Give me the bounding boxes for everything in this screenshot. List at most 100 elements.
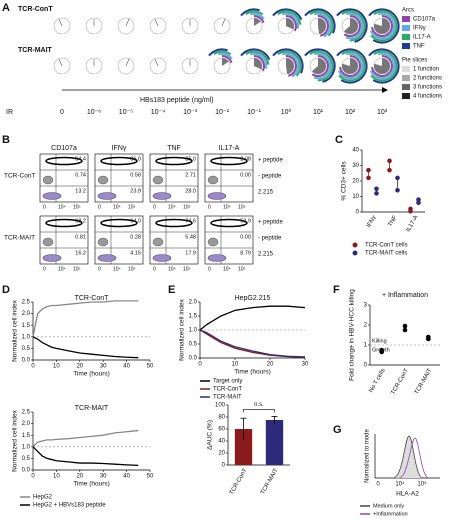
arc [336, 8, 368, 43]
percentage: 8.79 [240, 250, 251, 256]
significance-bracket [243, 409, 275, 413]
arc [369, 12, 396, 40]
pie-outline [181, 17, 199, 35]
percentage: 86.0 [130, 156, 141, 162]
pie-slice [343, 18, 359, 34]
series-line [32, 336, 139, 359]
tick-label: 10⁴ [113, 266, 121, 272]
side-label: + peptide [258, 158, 284, 164]
event-cloud [100, 156, 138, 166]
arc [282, 52, 300, 78]
x-tick-label: TCR-MAIT [260, 468, 280, 496]
arrow-head [382, 87, 388, 93]
event-cloud [207, 237, 219, 247]
pie-tick [125, 18, 130, 27]
percentage: 64.0 [130, 218, 141, 224]
y-tick-label: 2.5 [22, 410, 31, 416]
tick-label: 10⁴ [168, 266, 176, 272]
pie-outline [53, 57, 71, 75]
tick-label: 10⁴ [58, 204, 66, 210]
y-tick-label: 1.0 [22, 444, 31, 450]
x-tick-label: 20 [267, 362, 274, 368]
chart-title: TCR-MAIT [75, 405, 109, 412]
pie-slice [254, 58, 262, 70]
arc [240, 8, 260, 17]
pie-outline [117, 57, 135, 75]
tick-label: 10⁴ [223, 266, 231, 272]
dose-label: 10⁻⁴ [151, 109, 166, 116]
tick-label: 10⁵ [128, 204, 136, 210]
y-tick-label: 2.0 [189, 300, 198, 306]
x-tick-label: 0 [31, 474, 35, 480]
axis-label: HBs183 peptide (ng/ml) [140, 97, 214, 104]
x-tick-label: TCR-ConT [390, 368, 410, 396]
percentage: 68.2 [75, 218, 86, 224]
y-tick-label: 2.5 [22, 300, 31, 306]
tick-label: 10⁵ [183, 204, 191, 210]
event-cloud [207, 175, 219, 185]
arc [369, 52, 396, 80]
series-line [32, 300, 139, 337]
row-label: TCR-ConT [4, 173, 35, 180]
series-line [199, 305, 306, 331]
x-tick-label: 10 [232, 362, 239, 368]
event-cloud [207, 254, 227, 262]
y-tick-label: 0 [364, 363, 368, 369]
arc [337, 52, 364, 80]
dose-label: 10⁻² [215, 109, 229, 116]
flow-plot [149, 215, 199, 265]
y-tick-label: 2 [364, 323, 368, 329]
dose-label: 10⁻⁵ [119, 109, 133, 116]
x-tick-label: 10 [53, 474, 60, 480]
y-tick-label: 1.5 [22, 323, 31, 329]
pie-outline [53, 17, 71, 35]
legend-label: 2 functions [413, 76, 442, 82]
legend-swatch [402, 25, 410, 31]
tick-label: 10⁴ [58, 266, 66, 272]
x-tick-label: 40 [123, 474, 130, 480]
arc [285, 55, 297, 77]
legend-marker [352, 250, 358, 256]
event-cloud [45, 156, 83, 166]
dose-label: 10⁰ [281, 108, 292, 116]
legend-label: TCR-ConT [213, 387, 242, 393]
panel-letter: F [333, 284, 340, 296]
y-tick-label: 20 [218, 451, 225, 457]
y-axis-label: Normalized to mode [365, 428, 371, 482]
side-label: 2.215 [258, 190, 274, 196]
percentage: 0.74 [75, 172, 86, 178]
pie-outline [213, 17, 231, 35]
tick-label: 0 [208, 204, 211, 210]
legend-label: 4 functions [413, 94, 442, 100]
x-axis-label: Time (hours) [234, 369, 271, 376]
event-cloud [42, 254, 62, 262]
arc [272, 48, 304, 74]
legend-swatch [402, 93, 410, 99]
column-title: TNF [167, 145, 181, 152]
pie-slice [222, 58, 229, 66]
arc [304, 8, 336, 34]
y-tick-label: 2.0 [22, 421, 31, 427]
percentage: 64.4 [75, 156, 86, 162]
y-tick-label: 80 [218, 415, 225, 421]
y-tick-label: 1.0 [189, 328, 198, 334]
x-tick-label: 20 [76, 474, 83, 480]
x-tick-label: 30 [302, 362, 309, 368]
legend-label: Medium only [373, 503, 404, 509]
pie-slice [286, 58, 294, 74]
arc [277, 50, 302, 77]
percentage: 13.2 [75, 188, 86, 194]
percentage: 85.0 [185, 156, 196, 162]
legend-label: IL17-A [413, 35, 431, 41]
pie-tick [154, 18, 159, 27]
x-tick-label: 30 [100, 474, 107, 480]
legend-label: 3 functions [413, 85, 442, 91]
histogram-inflammation [398, 437, 430, 479]
x-tick-label: 20 [76, 364, 83, 370]
percentage: 4.15 [130, 250, 141, 256]
x-axis-label: Time (hours) [73, 481, 110, 488]
y-axis-label: ΔAUC (%) [207, 420, 214, 450]
bar [265, 420, 284, 465]
dot [379, 347, 384, 353]
flow-plot [149, 153, 199, 203]
